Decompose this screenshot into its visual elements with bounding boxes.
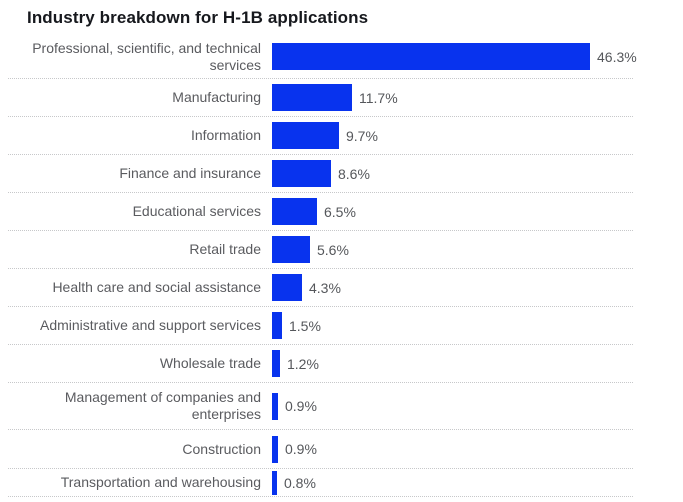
category-label: Health care and social assistance bbox=[52, 279, 261, 295]
value-label: 9.7% bbox=[346, 127, 378, 144]
chart-row: Information 9.7% bbox=[8, 117, 633, 155]
bar-area: 5.6% bbox=[272, 236, 633, 263]
value-label: 1.5% bbox=[289, 317, 321, 334]
bar bbox=[272, 392, 278, 420]
value-label: 0.9% bbox=[285, 441, 317, 457]
category-label: Wholesale trade bbox=[159, 355, 261, 371]
category-label: Management of companies and enterprises bbox=[64, 389, 261, 422]
bar bbox=[272, 470, 277, 495]
chart-row: Administrative and support services 1.5% bbox=[8, 307, 633, 345]
category-label: Transportation and warehousing bbox=[60, 474, 261, 490]
bar-area: 11.7% bbox=[272, 84, 633, 111]
bar bbox=[272, 160, 331, 187]
chart-row: Retail trade 5.6% bbox=[8, 231, 633, 269]
value-label: 11.7% bbox=[359, 89, 398, 106]
value-label: 46.3% bbox=[597, 48, 637, 65]
category-label: Manufacturing bbox=[172, 89, 261, 105]
bar bbox=[272, 84, 352, 111]
value-label: 1.2% bbox=[287, 355, 319, 372]
value-label: 8.6% bbox=[338, 165, 370, 182]
value-label: 6.5% bbox=[324, 203, 356, 220]
value-label: 5.6% bbox=[317, 241, 349, 258]
bar bbox=[272, 236, 310, 263]
category-label: Information bbox=[190, 127, 261, 143]
bar bbox=[272, 350, 280, 377]
bar bbox=[272, 312, 282, 339]
chart-row: Wholesale trade 1.2% bbox=[8, 345, 633, 383]
bar-area: 4.3% bbox=[272, 274, 633, 301]
chart-row: Educational services 6.5% bbox=[8, 193, 633, 231]
category-label: Retail trade bbox=[189, 241, 261, 257]
chart-rows: Professional, scientific, and technical … bbox=[8, 35, 637, 497]
bar bbox=[272, 43, 590, 70]
value-label: 0.9% bbox=[285, 398, 317, 414]
bar-area: 0.8% bbox=[272, 470, 633, 495]
chart-row: Professional, scientific, and technical … bbox=[8, 35, 637, 79]
category-label: Finance and insurance bbox=[119, 165, 261, 181]
bar bbox=[272, 122, 339, 149]
chart-row: Construction 0.9% bbox=[8, 430, 633, 469]
bar-area: 1.2% bbox=[272, 350, 633, 377]
value-label: 0.8% bbox=[284, 474, 316, 491]
value-label: 4.3% bbox=[309, 279, 341, 296]
chart-title: Industry breakdown for H-1B applications bbox=[27, 8, 369, 27]
bar-area: 0.9% bbox=[272, 435, 633, 463]
chart-row: Transportation and warehousing 0.8% bbox=[8, 469, 633, 497]
bar-area: 0.9% bbox=[272, 392, 633, 420]
bar bbox=[272, 274, 302, 301]
chart-row: Finance and insurance 8.6% bbox=[8, 155, 633, 193]
chart-row: Management of companies and enterprises 0… bbox=[8, 383, 633, 430]
bar-area: 1.5% bbox=[272, 312, 633, 339]
category-label: Construction bbox=[182, 440, 261, 457]
bar-area: 6.5% bbox=[272, 198, 633, 225]
bar bbox=[272, 198, 317, 225]
bar-area: 46.3% bbox=[272, 43, 637, 70]
category-label: Educational services bbox=[132, 203, 261, 219]
category-label: Administrative and support services bbox=[40, 317, 261, 333]
category-label: Professional, scientific, and technical … bbox=[32, 39, 261, 73]
bar bbox=[272, 435, 278, 463]
bar-area: 9.7% bbox=[272, 122, 633, 149]
chart-row: Manufacturing 11.7% bbox=[8, 79, 633, 117]
bar-area: 8.6% bbox=[272, 160, 633, 187]
chart-row: Health care and social assistance 4.3% bbox=[8, 269, 633, 307]
